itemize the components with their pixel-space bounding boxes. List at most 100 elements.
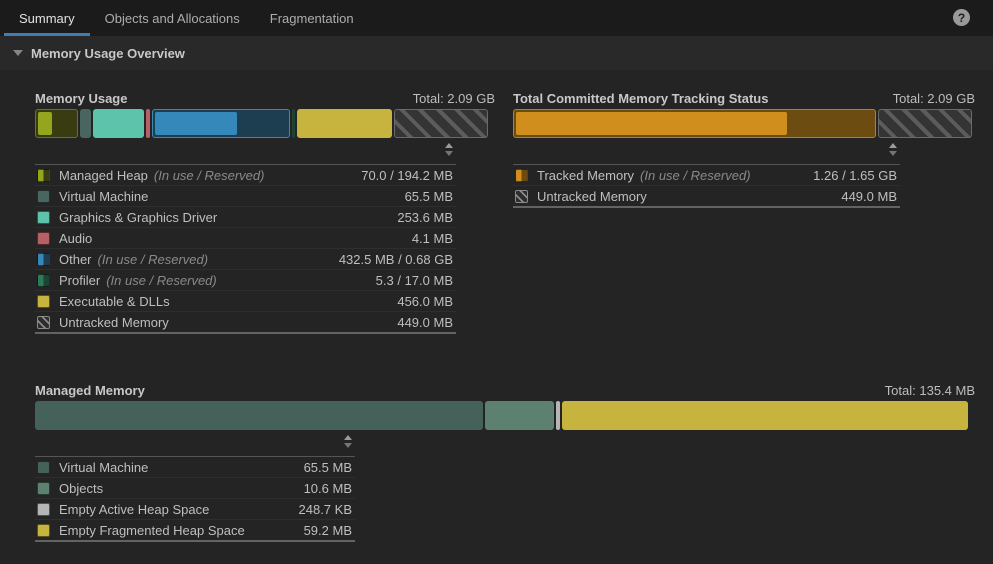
legend-value: 432.5 MB / 0.68 GB (338, 251, 453, 267)
legend-swatch (37, 252, 50, 266)
segment-objects (485, 401, 554, 430)
scroll-down-icon[interactable] (445, 151, 453, 156)
legend-swatch (37, 315, 50, 329)
legend-value: 65.5 MB (404, 188, 453, 204)
segment-other-used-fill (155, 112, 237, 135)
legend-swatch (37, 210, 50, 224)
panel-total: Total: 2.09 GB (412, 91, 495, 106)
segment-empty-fragmented-heap-space (561, 401, 968, 430)
legend-swatch (37, 294, 50, 308)
legend-swatch (37, 523, 50, 537)
legend-label: Objects (59, 480, 104, 496)
segment-untracked-memory (878, 109, 973, 138)
legend-value: 1.26 / 1.65 GB (813, 167, 897, 183)
legend-label: Tracked Memory (537, 167, 635, 183)
segment-empty-active-heap-space (555, 401, 560, 430)
tracking-status-bar (513, 109, 975, 138)
legend-value: 10.6 MB (303, 480, 352, 496)
scroll-down-icon[interactable] (344, 443, 352, 448)
legend-label: Graphics & Graphics Driver (59, 209, 218, 225)
legend-value: 5.3 / 17.0 MB (375, 272, 453, 288)
segment-audio (146, 109, 150, 138)
legend-label: Other (59, 251, 92, 267)
legend-row-virtual-machine: Virtual Machine 65.5 MB (35, 185, 456, 206)
legend-label: Empty Active Heap Space (59, 501, 210, 517)
legend-row-other: Other (In use / Reserved) 432.5 MB / 0.68 … (35, 248, 456, 269)
segment-graphics (92, 109, 145, 138)
legend-value: 59.2 MB (303, 522, 352, 538)
legend-label: Untracked Memory (537, 188, 647, 204)
scroll-down-icon[interactable] (889, 151, 897, 156)
tracking-status-legend: Tracked Memory (In use / Reserved) 1.26 / … (513, 164, 900, 208)
legend-row-virtual-machine: Virtual Machine 65.5 MB (35, 457, 355, 477)
scroll-up-icon[interactable] (344, 435, 352, 440)
legend-swatch (515, 189, 528, 203)
tracking-status-panel: Total Committed Memory Tracking Status T… (513, 88, 975, 208)
legend-value: 248.7 KB (298, 501, 353, 517)
legend-detail: (In use / Reserved) (640, 167, 751, 183)
legend-swatch (37, 502, 50, 516)
legend-swatch (515, 168, 528, 182)
tab-objects-and-allocations[interactable]: Objects and Allocations (104, 10, 240, 26)
legend-swatch (37, 460, 50, 474)
legend-scroll-control (513, 138, 900, 164)
memory-usage-bar (35, 109, 495, 138)
segment-profiler (292, 109, 296, 138)
tab-bar: Summary Objects and Allocations Fragmentat… (0, 0, 993, 36)
segment-virtual-machine (80, 109, 91, 138)
memory-usage-panel: Memory Usage Total: 2.09 GB Managed Heap… (35, 88, 495, 334)
legend-label: Audio (59, 230, 93, 246)
legend-label: Untracked Memory (59, 314, 169, 330)
legend-value: 253.6 MB (397, 209, 453, 225)
segment-tracked-memory (513, 109, 877, 138)
legend-scroll-control (35, 430, 355, 456)
legend-swatch (37, 189, 50, 203)
legend-value: 456.0 MB (397, 293, 453, 309)
scroll-up-icon[interactable] (889, 143, 897, 148)
legend-label: Executable & DLLs (59, 293, 170, 309)
section-title: Memory Usage Overview (31, 45, 185, 61)
panel-total: Total: 2.09 GB (892, 91, 975, 106)
legend-label: Virtual Machine (59, 188, 149, 204)
legend-value: 70.0 / 194.2 MB (361, 167, 453, 183)
legend-row-graphics-graphics-driver: Graphics & Graphics Driver 253.6 MB (35, 206, 456, 227)
legend-label: Empty Fragmented Heap Space (59, 522, 245, 538)
scroll-up-icon[interactable] (445, 143, 453, 148)
legend-row-untracked-memory: Untracked Memory 449.0 MB (513, 185, 900, 206)
segment-managed-heap-used-fill (38, 112, 53, 135)
legend-value: 449.0 MB (397, 314, 453, 330)
memory-usage-overview-header[interactable]: Memory Usage Overview (0, 36, 993, 70)
segment-untracked-memory (393, 109, 489, 138)
legend-row-profiler: Profiler (In use / Reserved) 5.3 / 17.0 MB (35, 269, 456, 290)
tab-summary[interactable]: Summary (4, 0, 90, 36)
legend-row-executable-dlls: Executable & DLLs 456.0 MB (35, 290, 456, 311)
legend-value: 65.5 MB (303, 459, 352, 475)
foldout-triangle-icon[interactable] (13, 50, 23, 56)
segment-virtual-machine (35, 401, 484, 430)
legend-row-audio: Audio 4.1 MB (35, 227, 456, 248)
panel-title: Total Committed Memory Tracking Status (513, 91, 769, 106)
legend-label: Managed Heap (59, 167, 148, 183)
panel-title: Memory Usage (35, 91, 128, 106)
legend-row-empty-active-heap-space: Empty Active Heap Space 248.7 KB (35, 498, 355, 519)
segment-executable-dlls (297, 109, 392, 138)
legend-label: Virtual Machine (59, 459, 149, 475)
legend-detail: (In use / Reserved) (97, 251, 209, 267)
legend-row-empty-fragmented-heap-space: Empty Fragmented Heap Space 59.2 MB (35, 519, 355, 540)
legend-value: 449.0 MB (841, 188, 897, 204)
tab-fragmentation[interactable]: Fragmentation (269, 10, 354, 26)
managed-memory-bar (35, 401, 975, 430)
legend-row-objects: Objects 10.6 MB (35, 477, 355, 498)
legend-value: 4.1 MB (411, 230, 453, 246)
legend-swatch (37, 168, 50, 182)
segment-tracked-memory-used-fill (516, 112, 788, 135)
legend-swatch (37, 231, 50, 245)
legend-row-managed-heap: Managed Heap (In use / Reserved) 70.0 / 19… (35, 165, 456, 185)
legend-swatch (37, 273, 50, 287)
legend-detail: (In use / Reserved) (153, 167, 265, 183)
legend-swatch (37, 481, 50, 495)
legend-label: Profiler (59, 272, 101, 288)
managed-memory-legend: Virtual Machine 65.5 MB Objects 10.6 MB Empt… (35, 456, 355, 542)
help-icon[interactable]: ? (953, 9, 970, 26)
